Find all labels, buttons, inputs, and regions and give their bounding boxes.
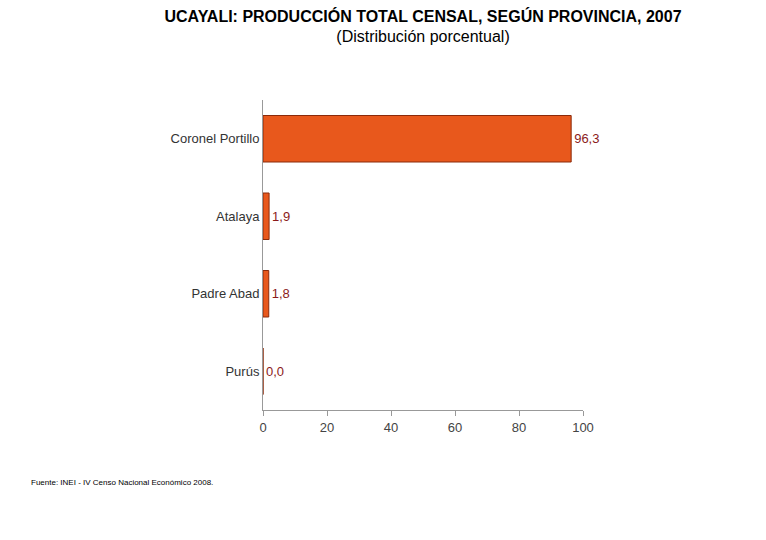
svg-text:0: 0 <box>259 420 266 435</box>
svg-text:40: 40 <box>384 420 398 435</box>
svg-text:60: 60 <box>448 420 462 435</box>
svg-text:20: 20 <box>320 420 334 435</box>
svg-text:1,9: 1,9 <box>272 209 290 224</box>
svg-text:Atalaya: Atalaya <box>216 209 260 224</box>
svg-text:Padre Abad: Padre Abad <box>191 286 259 301</box>
svg-text:100: 100 <box>572 420 594 435</box>
svg-text:96,3: 96,3 <box>574 131 599 146</box>
svg-text:80: 80 <box>512 420 526 435</box>
svg-text:Purús: Purús <box>225 364 259 379</box>
svg-text:UCAYALI: PRODUCCIÓN TOTAL CENS: UCAYALI: PRODUCCIÓN TOTAL CENSAL, SEGÚN … <box>164 7 681 46</box>
svg-text:Fuente: INEI - IV Censo Nacion: Fuente: INEI - IV Censo Nacional Económi… <box>31 478 213 487</box>
svg-text:Coronel Portillo: Coronel Portillo <box>171 131 260 146</box>
svg-text:0,0: 0,0 <box>266 364 284 379</box>
svg-text:1,8: 1,8 <box>272 286 290 301</box>
